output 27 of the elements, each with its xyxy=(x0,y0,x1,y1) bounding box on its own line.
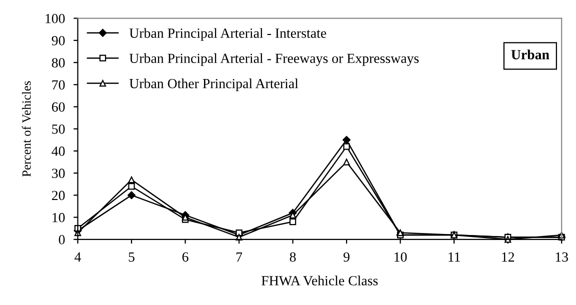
legend-label: Urban Principal Arterial - Freeways or Expressways xyxy=(129,53,419,66)
annotation: Urban xyxy=(511,50,550,60)
y-tick-label: 40 xyxy=(52,146,65,156)
legend-label: Urban Principal Arterial - Interstate xyxy=(129,28,326,41)
x-tick-label: 10 xyxy=(394,252,407,262)
x-tick-label: 8 xyxy=(290,252,296,262)
x-tick-label: 7 xyxy=(236,252,242,262)
y-tick-label: 0 xyxy=(58,235,65,244)
x-tick-label: 6 xyxy=(182,252,188,262)
x-tick-label: 4 xyxy=(74,252,82,262)
x-axis-title: FHWA Vehicle Class xyxy=(262,276,378,286)
y-tick-label: 100 xyxy=(46,14,65,24)
y-axis-title: Percent of Vehicles xyxy=(22,81,31,177)
y-tick-label: 30 xyxy=(52,168,65,178)
y-tick-label: 50 xyxy=(52,124,65,134)
y-tick-label: 20 xyxy=(52,190,65,200)
y-tick-label: 90 xyxy=(52,36,65,46)
x-tick-label: 5 xyxy=(128,252,134,262)
x-tick-label: 9 xyxy=(344,252,350,262)
x-tick-label: 12 xyxy=(502,252,514,262)
y-tick-label: 80 xyxy=(52,58,65,68)
y-tick-label: 10 xyxy=(52,212,65,222)
y-tick-label: 70 xyxy=(52,80,65,90)
x-tick-label: 13 xyxy=(556,252,568,262)
x-tick-label: 11 xyxy=(448,252,460,262)
legend-label: Urban Other Principal Arterial xyxy=(129,78,298,92)
y-tick-label: 60 xyxy=(52,102,65,112)
